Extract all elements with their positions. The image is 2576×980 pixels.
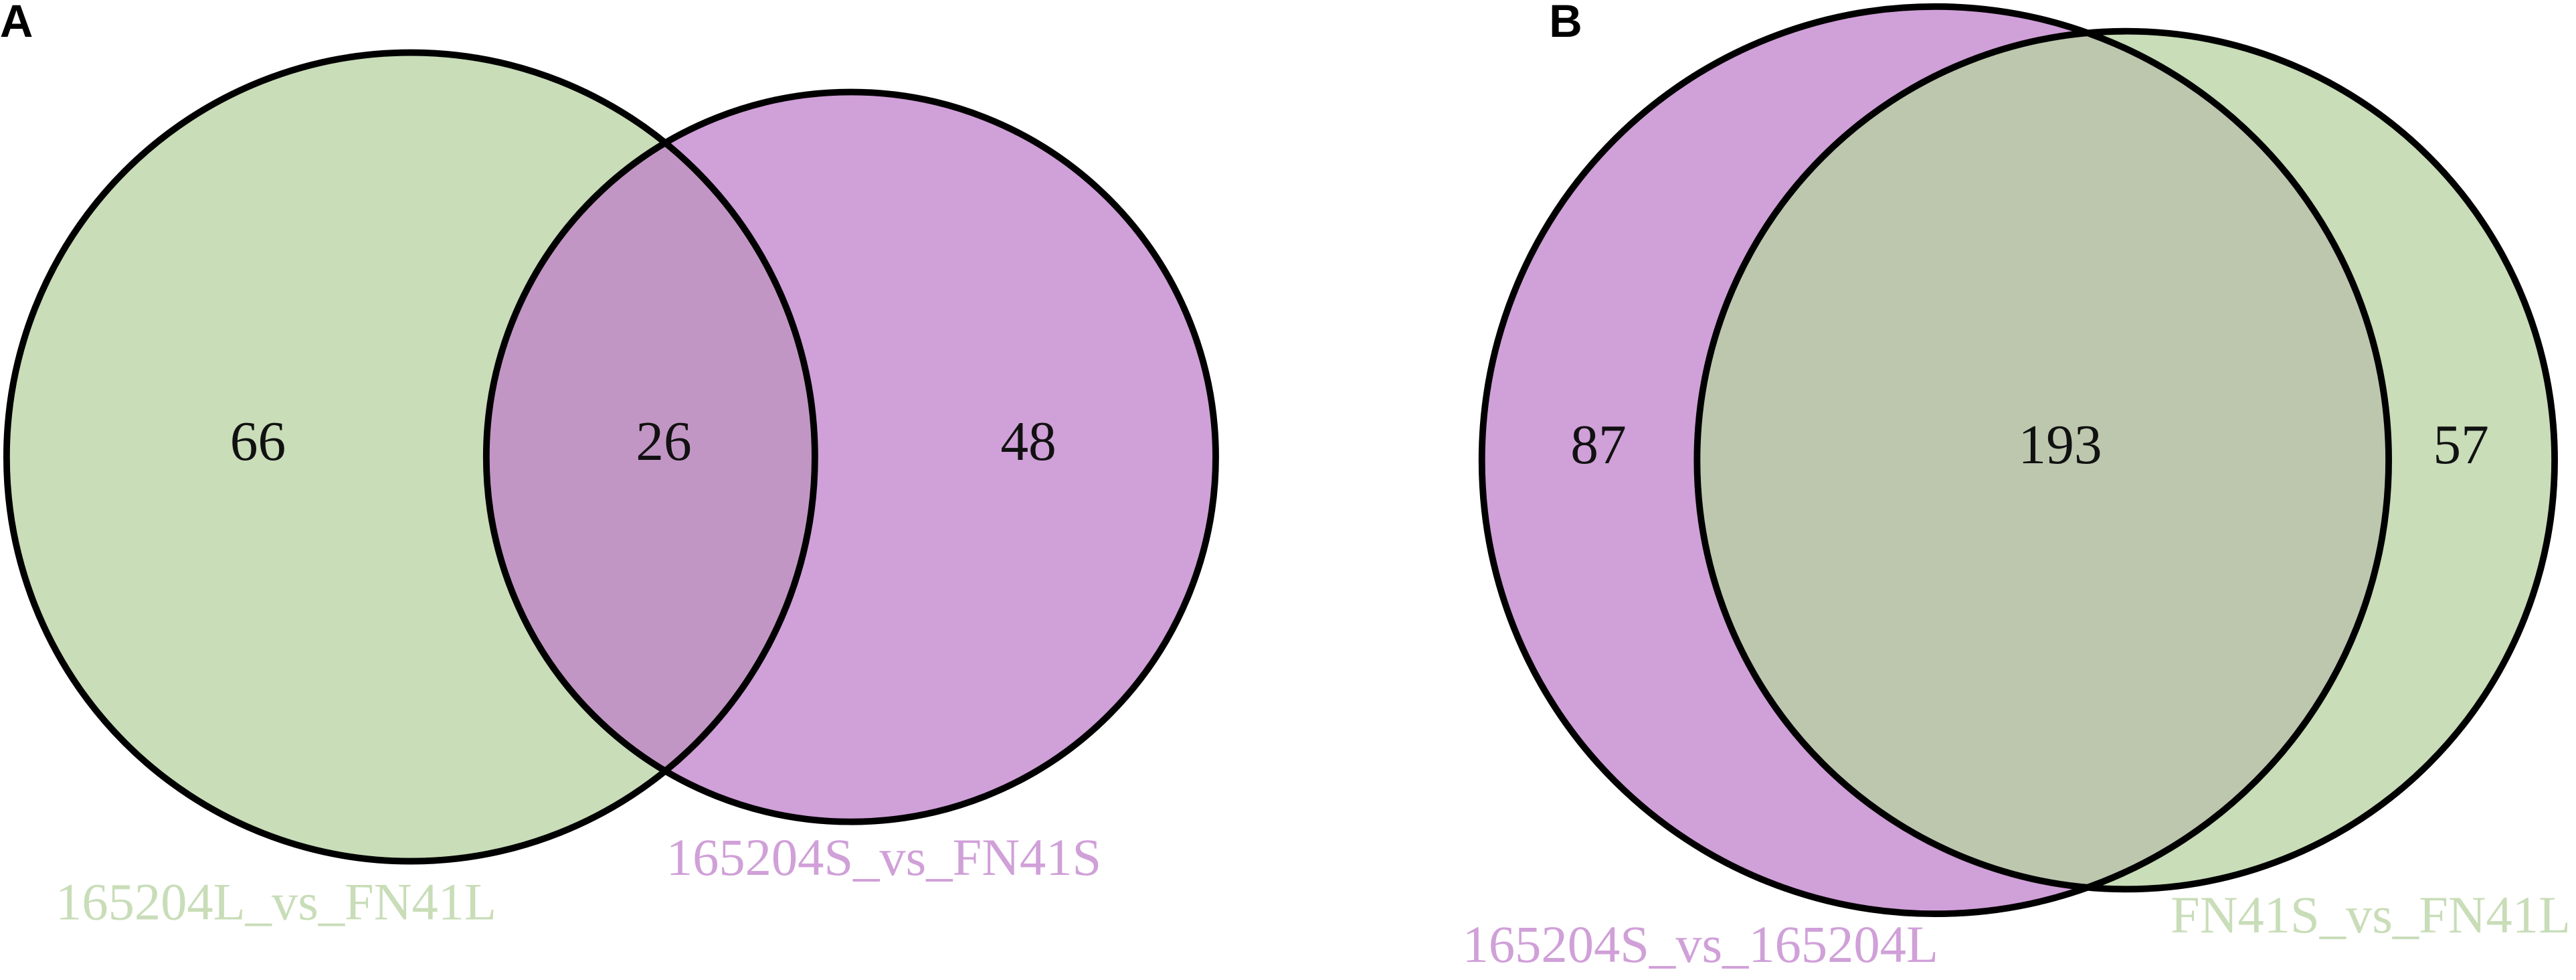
panel-label: B (1549, 0, 1582, 47)
set-label: 165204S_vs_165204L (1463, 915, 1938, 973)
set-label: FN41S_vs_FN41L (2171, 886, 2571, 944)
overlap-region (486, 92, 815, 822)
set-label: 165204S_vs_FN41S (666, 828, 1101, 886)
region-count: 57 (2433, 414, 2488, 476)
panel-label: A (0, 0, 33, 47)
set-outline (482, 88, 1219, 825)
venn-diagram: 66 26 48 165204L_vs_FN41L 165204S_vs_FN41S A (0, 0, 1219, 930)
region-count: 26 (636, 411, 691, 473)
set-outline (1478, 3, 2392, 918)
region-count: 48 (1000, 411, 1056, 473)
set-label: 165204L_vs_FN41L (56, 872, 496, 930)
region-count: 193 (2018, 414, 2102, 476)
set-outline (1693, 27, 2558, 893)
set-outline (3, 49, 818, 865)
region-count: 87 (1570, 414, 1626, 476)
region-count: 66 (230, 411, 286, 473)
venn-diagram: 87 193 57 165204S_vs_165204L FN41S_vs_FN41L B (1463, 0, 2571, 973)
